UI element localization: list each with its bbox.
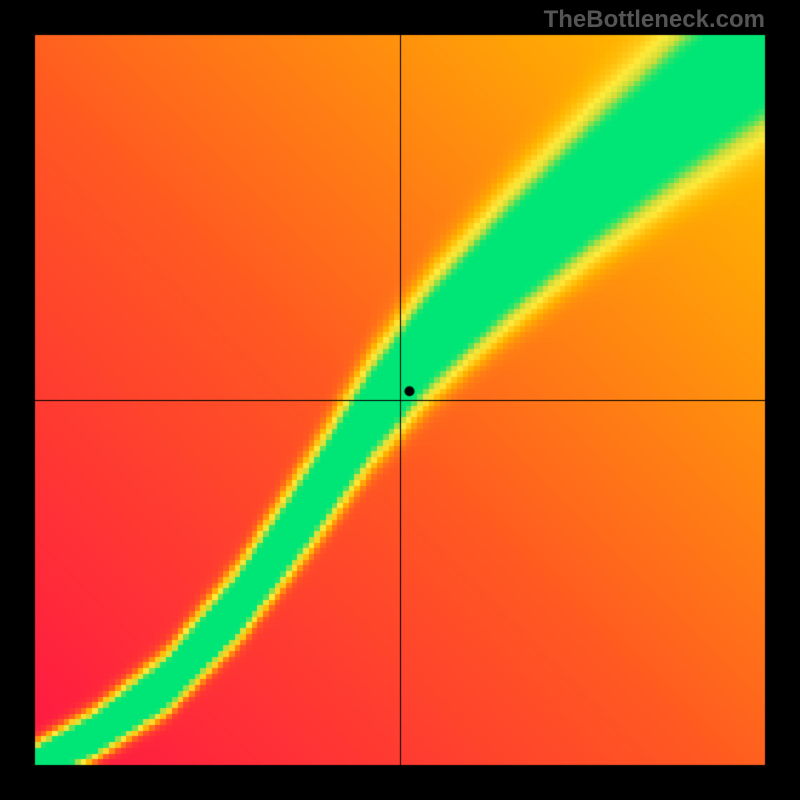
- watermark-text: TheBottleneck.com: [544, 6, 765, 34]
- chart-container: TheBottleneck.com: [0, 0, 800, 800]
- heatmap-canvas: [0, 0, 800, 800]
